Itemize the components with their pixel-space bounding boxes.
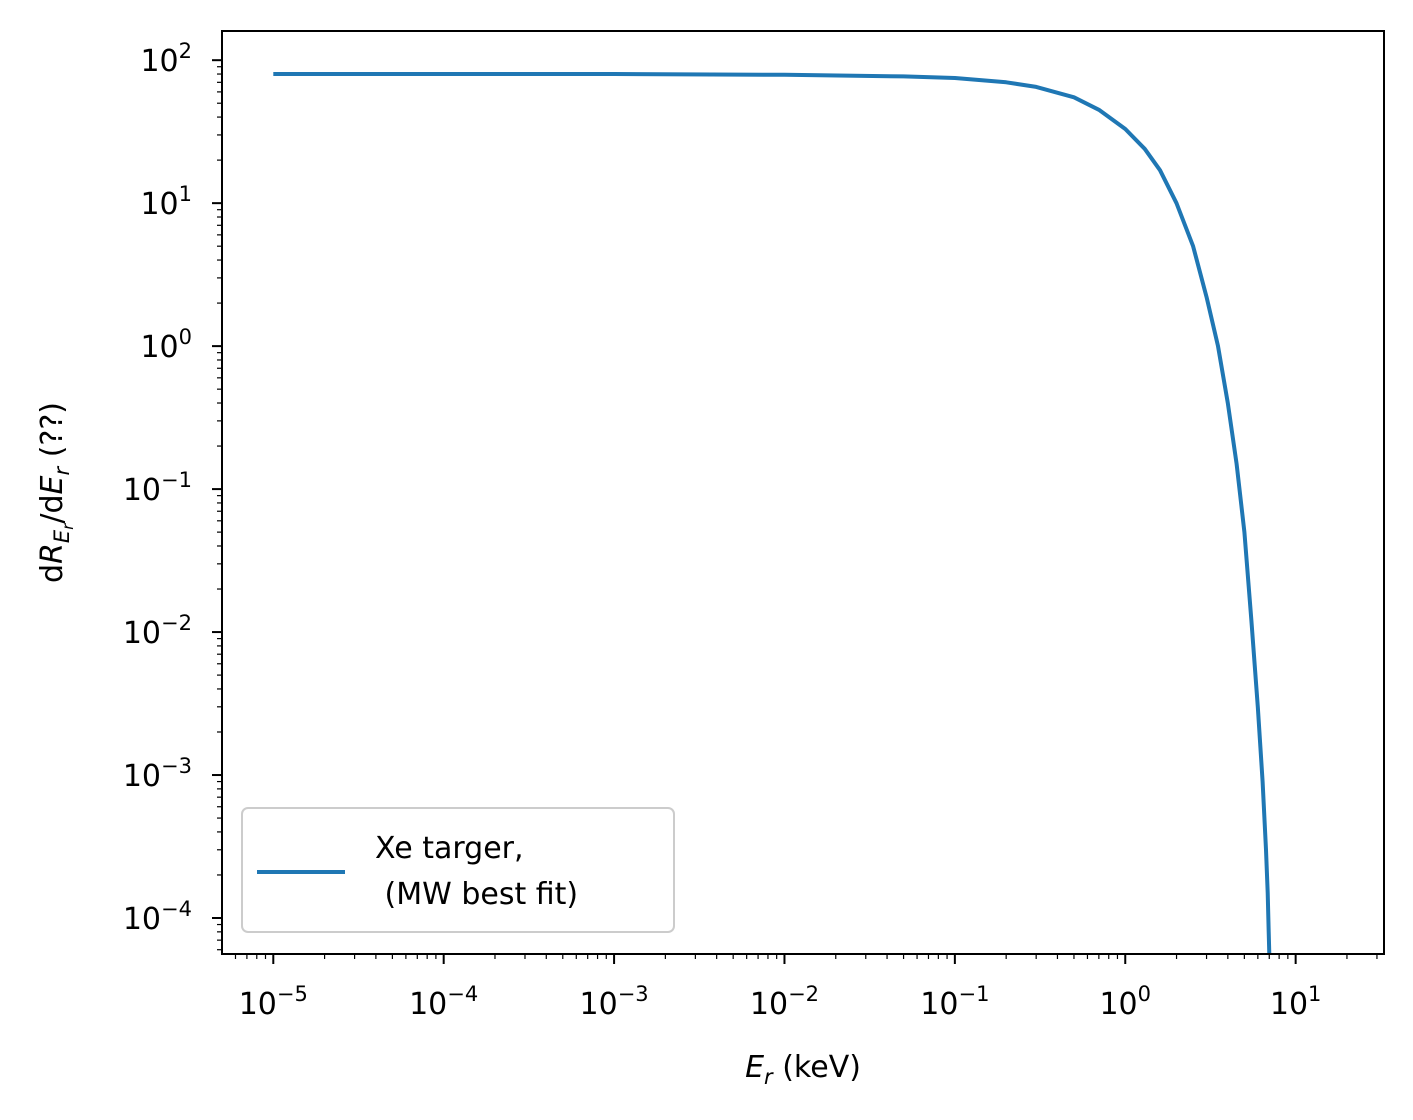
plot-frame bbox=[221, 30, 1385, 955]
labels-layer: 10−5 10−4 10−3 10−2 10−1 100 101 102 101 100 10−1 1… bbox=[35, 39, 1321, 1089]
data-layer bbox=[273, 72, 1272, 955]
y-tick-label: 10−1 bbox=[123, 468, 192, 508]
x-tick-label: 10−2 bbox=[750, 982, 819, 1022]
x-tick-label: 10−3 bbox=[580, 982, 649, 1022]
y-tick-label: 10−3 bbox=[123, 754, 192, 794]
x-tick-label: 10−1 bbox=[920, 982, 989, 1022]
legend-box bbox=[241, 807, 675, 933]
y-tick-label: 102 bbox=[140, 39, 192, 79]
y-axis-label: dREr/dEr (??) bbox=[35, 402, 77, 583]
x-axis-label: Er (keV) bbox=[745, 1050, 861, 1089]
ticks-layer bbox=[212, 59, 1378, 964]
legend-label-line2: (MW best fit) bbox=[375, 877, 578, 912]
legend-label-line1: Xe targer, bbox=[375, 831, 524, 866]
series-line bbox=[273, 72, 1272, 955]
legend: Xe targer, (MW best fit) bbox=[241, 807, 675, 933]
x-tick-label: 100 bbox=[1099, 982, 1151, 1022]
x-tick-label: 10−4 bbox=[409, 982, 478, 1022]
y-tick-label: 10−4 bbox=[123, 897, 192, 937]
x-tick-label: 10−5 bbox=[239, 982, 308, 1022]
x-tick-label: 101 bbox=[1270, 982, 1322, 1022]
y-tick-label: 100 bbox=[140, 325, 192, 365]
y-tick-label: 101 bbox=[140, 182, 192, 222]
y-tick-label: 10−2 bbox=[123, 611, 192, 651]
